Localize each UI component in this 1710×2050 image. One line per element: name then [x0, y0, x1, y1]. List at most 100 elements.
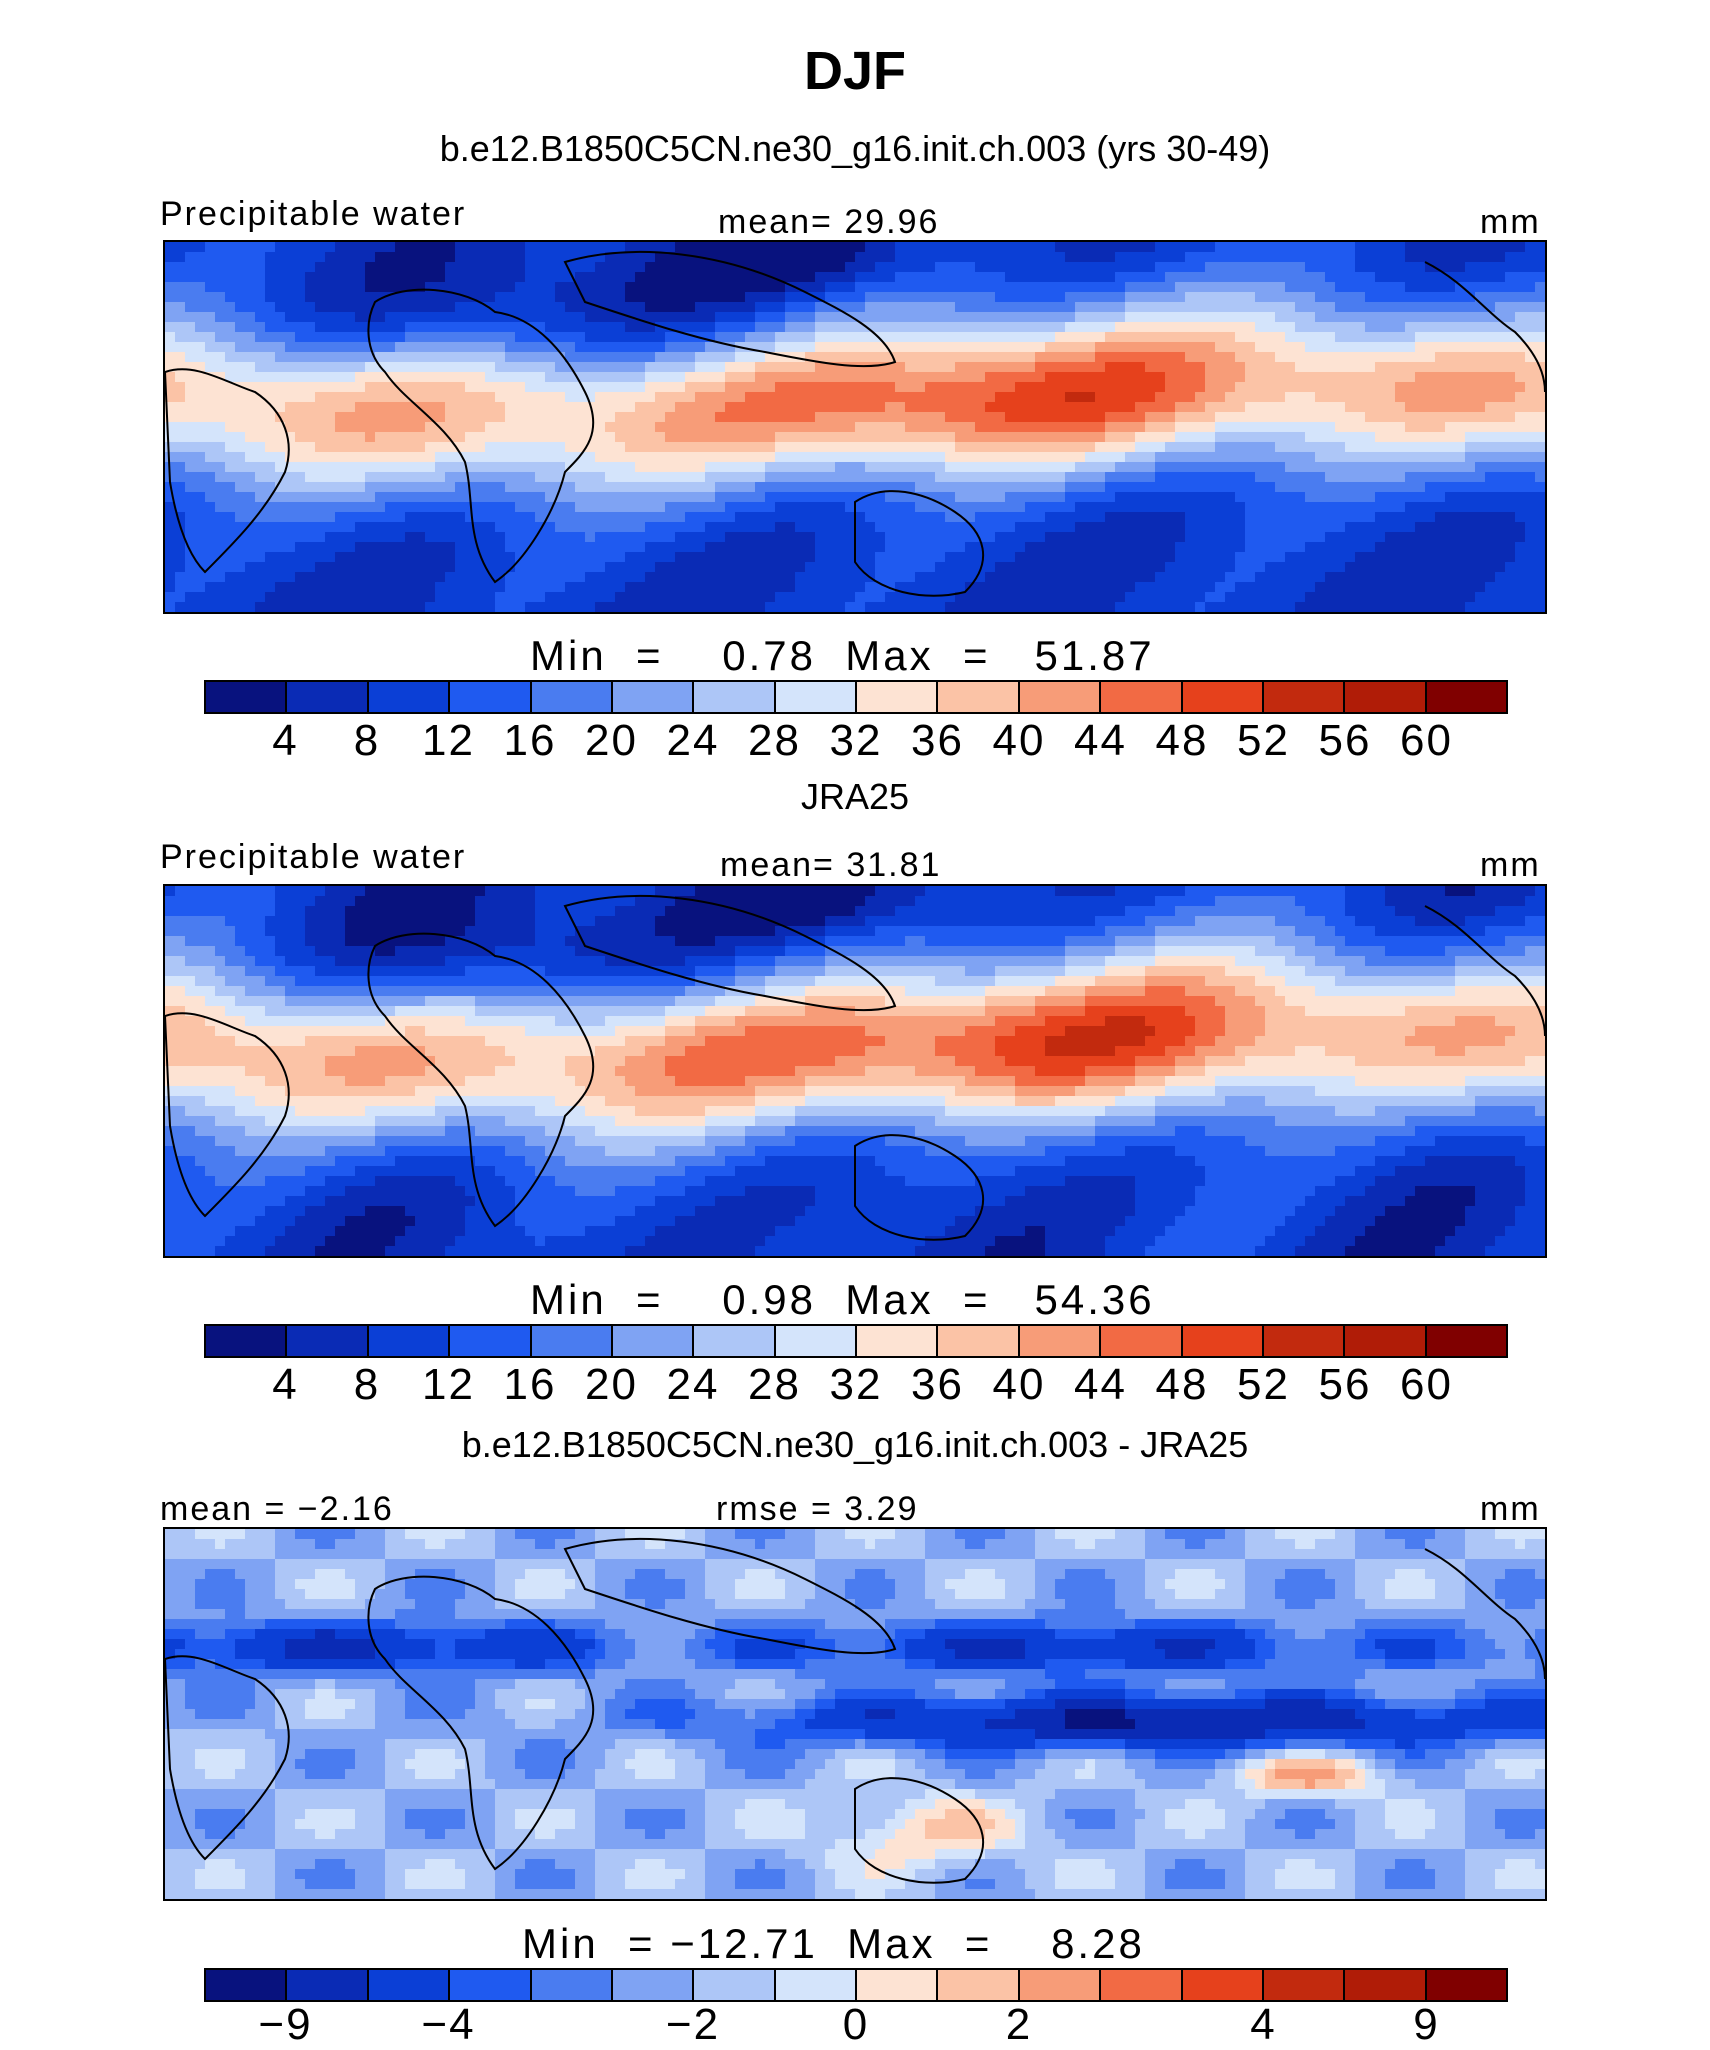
panel1-colorbar [204, 680, 1508, 714]
colorbar-tick-label: 36 [911, 1360, 964, 1409]
colorbar-tick-label: 52 [1237, 716, 1290, 765]
panel1-colorbar-ticks: 4 8 12 16 20 24 28 32 36 40 44 48 52 56 60 [204, 716, 1508, 766]
colorbar-tick-label: −9 [258, 2000, 313, 2049]
panel2-variable-label: Precipitable water [160, 838, 467, 876]
colorbar-swatch [1426, 682, 1506, 712]
colorbar-swatch [775, 1326, 857, 1356]
colorbar-tick-label: −2 [665, 2000, 721, 2049]
colorbar-tick-label: 4 [1250, 2000, 1277, 2049]
colorbar-tick-label: 28 [748, 1360, 801, 1409]
colorbar-swatch [1345, 682, 1427, 712]
colorbar-swatch [1101, 682, 1183, 712]
colorbar-tick-label: 52 [1237, 1360, 1290, 1409]
colorbar-swatch [857, 682, 939, 712]
colorbar-tick-label: 16 [503, 1360, 557, 1409]
colorbar-tick-label: 2 [1005, 2000, 1033, 2049]
colorbar-tick-label: −4 [421, 2000, 476, 2049]
colorbar-tick-label: 12 [422, 1360, 475, 1409]
colorbar-swatch [857, 1326, 939, 1356]
colorbar-swatch [531, 1326, 613, 1356]
colorbar-tick-label: 28 [748, 716, 801, 765]
colorbar-swatch [694, 1970, 776, 2000]
colorbar-tick-label: 20 [585, 1360, 638, 1409]
colorbar-swatch [531, 682, 613, 712]
panel2-colorbar [204, 1324, 1508, 1358]
colorbar-tick-label: 4 [272, 716, 299, 765]
panel2-subtitle: JRA25 [800, 776, 910, 817]
figure-title: DJF [803, 41, 906, 101]
colorbar-tick-label: 12 [422, 716, 475, 765]
colorbar-tick-label: 0 [842, 2000, 870, 2049]
colorbar-swatch [1019, 1970, 1102, 2000]
colorbar-swatch [1101, 1326, 1183, 1356]
panel1-subtitle: b.e12.B1850C5CN.ne30_g16.init.ch.003 (yr… [439, 128, 1271, 169]
colorbar-tick-label: 24 [666, 1360, 720, 1409]
panel3-map [163, 1527, 1547, 1901]
colorbar-tick-label: 36 [911, 716, 964, 765]
panel2-mean-label: mean= 31.81 [720, 846, 942, 884]
colorbar-swatch [206, 682, 288, 712]
colorbar-swatch [368, 1970, 451, 2000]
panel2-map [163, 884, 1547, 1258]
panel2-units-label: mm [1480, 846, 1541, 884]
colorbar-tick-label: 9 [1413, 2000, 1440, 2049]
colorbar-swatch [368, 682, 451, 712]
colorbar-tick-label: 20 [585, 716, 638, 765]
colorbar-tick-label: 32 [829, 1360, 883, 1409]
colorbar-swatch [1019, 1326, 1102, 1356]
colorbar-swatch [531, 1970, 613, 2000]
colorbar-swatch [612, 1970, 695, 2000]
colorbar-tick-label: 32 [829, 716, 883, 765]
panel3-mean-label: mean = −2.16 [160, 1490, 394, 1528]
colorbar-swatch [287, 1326, 369, 1356]
colorbar-swatch [1182, 682, 1264, 712]
colorbar-swatch [287, 1970, 369, 2000]
panel1-units-label: mm [1480, 203, 1541, 241]
panel3-rmse-label: rmse = 3.29 [716, 1490, 919, 1528]
colorbar-swatch [1345, 1970, 1427, 2000]
panel1-mean-label: mean= 29.96 [718, 203, 940, 241]
colorbar-swatch [1426, 1970, 1506, 2000]
colorbar-swatch [1263, 1326, 1346, 1356]
colorbar-swatch [1182, 1970, 1264, 2000]
panel1-minmax: Min = 0.78 Max = 51.87 [530, 632, 1155, 679]
colorbar-swatch [1345, 1326, 1427, 1356]
colorbar-swatch [1101, 1970, 1183, 2000]
panel3-colorbar [204, 1968, 1508, 2002]
panel3-minmax: Min = −12.71 Max = 8.28 [522, 1920, 1145, 1967]
colorbar-swatch [1182, 1326, 1264, 1356]
colorbar-tick-label: 4 [272, 1360, 299, 1409]
colorbar-swatch [938, 1326, 1020, 1356]
colorbar-tick-label: 44 [1074, 716, 1127, 765]
colorbar-tick-label: 48 [1155, 1360, 1209, 1409]
panel3-units-label: mm [1480, 1490, 1541, 1528]
colorbar-swatch [1019, 682, 1102, 712]
colorbar-swatch [450, 1970, 532, 2000]
colorbar-swatch [857, 1970, 939, 2000]
colorbar-swatch [694, 682, 776, 712]
colorbar-tick-label: 60 [1400, 716, 1453, 765]
colorbar-tick-label: 40 [992, 1360, 1046, 1409]
colorbar-swatch [694, 1326, 776, 1356]
colorbar-swatch [1263, 1970, 1346, 2000]
colorbar-tick-label: 8 [353, 716, 381, 765]
colorbar-swatch [287, 682, 369, 712]
panel1-variable-label: Precipitable water [160, 195, 467, 233]
colorbar-swatch [206, 1326, 288, 1356]
panel2-colorbar-ticks: 4 8 12 16 20 24 28 32 36 40 44 48 52 56 60 [204, 1360, 1508, 1410]
colorbar-tick-label: 24 [666, 716, 720, 765]
colorbar-swatch [1426, 1326, 1506, 1356]
colorbar-swatch [938, 682, 1020, 712]
colorbar-swatch [775, 1970, 857, 2000]
colorbar-tick-label: 8 [353, 1360, 381, 1409]
colorbar-tick-label: 16 [503, 716, 557, 765]
colorbar-swatch [450, 1326, 532, 1356]
panel2-minmax: Min = 0.98 Max = 54.36 [530, 1276, 1155, 1323]
colorbar-swatch [206, 1970, 288, 2000]
panel3-subtitle: b.e12.B1850C5CN.ne30_g16.init.ch.003 - J… [461, 1424, 1249, 1465]
colorbar-swatch [938, 1970, 1020, 2000]
colorbar-tick-label: 60 [1400, 1360, 1453, 1409]
colorbar-tick-label: 48 [1155, 716, 1209, 765]
colorbar-tick-label: 40 [992, 716, 1046, 765]
panel3-colorbar-ticks: −9 −4 −2 0 2 4 9 [204, 2000, 1508, 2050]
